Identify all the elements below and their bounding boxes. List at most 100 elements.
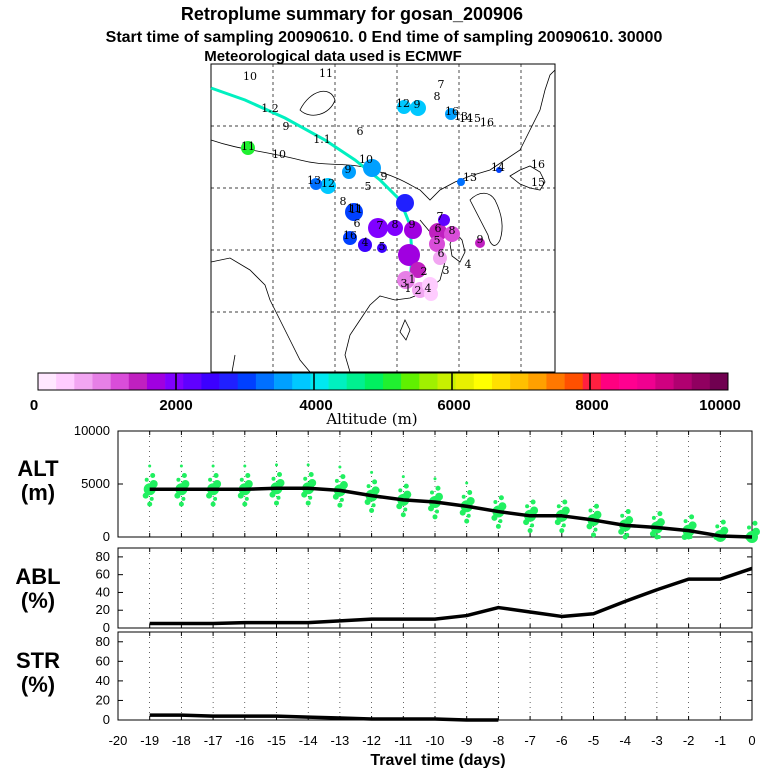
colorbar-swatch	[564, 373, 584, 390]
map-plume-dot	[342, 165, 356, 179]
x-tick-label: 0	[748, 733, 755, 748]
abl-panel-unit: (%)	[21, 588, 55, 613]
colorbar-swatch	[691, 373, 711, 390]
alt-plume-dot	[683, 519, 688, 524]
alt-plume-dot	[371, 503, 376, 508]
alt-plume-dot	[174, 492, 181, 499]
str-panel-frame	[117, 631, 753, 721]
colorbar-swatch	[401, 373, 420, 390]
alt-plume-dot	[530, 506, 539, 515]
colorbar-swatch	[128, 373, 148, 390]
alt-plume-dot	[372, 479, 378, 485]
alt-plume-dot	[593, 527, 598, 532]
map-plume-dot	[343, 231, 357, 245]
map-day-label: 6	[438, 247, 445, 260]
alt-plume-dot	[656, 518, 665, 527]
alt-plume-dot	[149, 496, 154, 501]
alt-plume-dot	[277, 471, 282, 477]
map-day-label: 8	[434, 90, 441, 103]
map-day-label: 3	[401, 277, 408, 290]
alt-plume-dot	[370, 470, 374, 474]
alt-plume-dot	[752, 535, 756, 539]
map-plume-dot	[398, 244, 420, 266]
alt-plume-dot	[276, 495, 281, 500]
map-plume-dot	[396, 194, 414, 212]
x-tick-label: -14	[299, 733, 318, 748]
x-tick-label: -7	[524, 733, 536, 748]
alt-plume-dot	[144, 477, 149, 482]
colorbar-swatch	[546, 373, 565, 390]
map-plume-dot	[345, 203, 363, 221]
alt-plume-dot	[334, 478, 339, 483]
y-tick-label: 0	[103, 712, 110, 727]
map-day-label: 6	[435, 222, 442, 235]
x-tick-label: -19	[140, 733, 159, 748]
alt-plume-dot	[466, 513, 471, 518]
alt-plume-dot	[213, 473, 219, 479]
map-plume-dot	[404, 221, 422, 239]
alt-plume-dot	[618, 528, 625, 535]
map-day-label: 3	[443, 264, 450, 277]
colorbar-tick-3: 6000	[437, 397, 470, 414]
map-plume-dot	[368, 218, 388, 238]
colorbar-frame	[37, 372, 729, 391]
alt-plume-dot	[308, 471, 314, 477]
alt-plume-dot	[491, 514, 498, 521]
map-plume-dot	[320, 178, 336, 194]
map-plume-dot	[363, 159, 381, 177]
alt-plume-dot	[244, 480, 253, 488]
alt-plume-dot	[561, 523, 566, 528]
alt-plume-dot	[178, 501, 184, 507]
alt-plume-dot	[301, 491, 308, 498]
map-day-label: 11	[241, 140, 255, 153]
alt-plume-dot	[461, 494, 466, 499]
alt-plume-dot	[459, 509, 466, 516]
colorbar-swatch	[274, 373, 293, 390]
alt-plume-dot	[464, 518, 470, 524]
map-frame	[210, 63, 556, 373]
map-day-label: 8	[392, 218, 399, 231]
alt-plume-dot	[752, 520, 758, 526]
alt-plume-dot	[493, 500, 498, 505]
alt-plume-dot	[688, 521, 697, 530]
map-day-label: 5	[365, 180, 372, 193]
map-day-label: 16	[531, 158, 545, 171]
alt-plume-dot	[306, 463, 310, 467]
colorbar-tick-0: 0	[30, 397, 38, 414]
colorbar-swatch	[582, 373, 602, 390]
alt-plume-dot	[239, 477, 244, 482]
y-tick-label: 0	[103, 529, 110, 544]
alt-plume-dot	[657, 511, 663, 517]
alt-plume-dot	[147, 501, 153, 507]
x-tick-label: -5	[588, 733, 600, 748]
map-day-label: 1.2	[261, 102, 279, 115]
colorbar-swatch	[455, 373, 475, 390]
alt-panel: 0 5000 10000	[74, 423, 760, 544]
map-day-label: 16	[445, 105, 459, 118]
alt-plume-dot	[591, 532, 596, 538]
x-tick-label: -1	[715, 733, 727, 748]
abl-series-line	[149, 566, 753, 626]
x-tick-label: -10	[426, 733, 445, 748]
colorbar-swatch	[38, 373, 57, 390]
colorbar-swatch	[383, 373, 402, 390]
colorbar-swatch	[600, 373, 620, 390]
alt-plume-dot	[625, 516, 634, 525]
colorbar-swatch	[510, 373, 529, 390]
y-tick-label: 80	[96, 549, 110, 564]
y-tick-label: 10000	[74, 423, 110, 438]
alt-plume-dot	[593, 510, 602, 519]
map-plume-dot	[457, 178, 465, 186]
x-tick-label: -20	[109, 733, 128, 748]
map-day-label: 5	[434, 234, 441, 247]
x-tick-label: -16	[235, 733, 254, 748]
map-plume-dot	[397, 100, 411, 114]
y-tick-label: 40	[96, 673, 110, 688]
alt-plume-dot	[527, 528, 533, 534]
alt-plume-dot	[467, 489, 473, 495]
alt-plume-dot	[271, 476, 276, 481]
alt-plume-dot	[715, 524, 720, 529]
colorbar-swatch	[655, 373, 674, 390]
map-day-label: 9	[414, 98, 421, 111]
